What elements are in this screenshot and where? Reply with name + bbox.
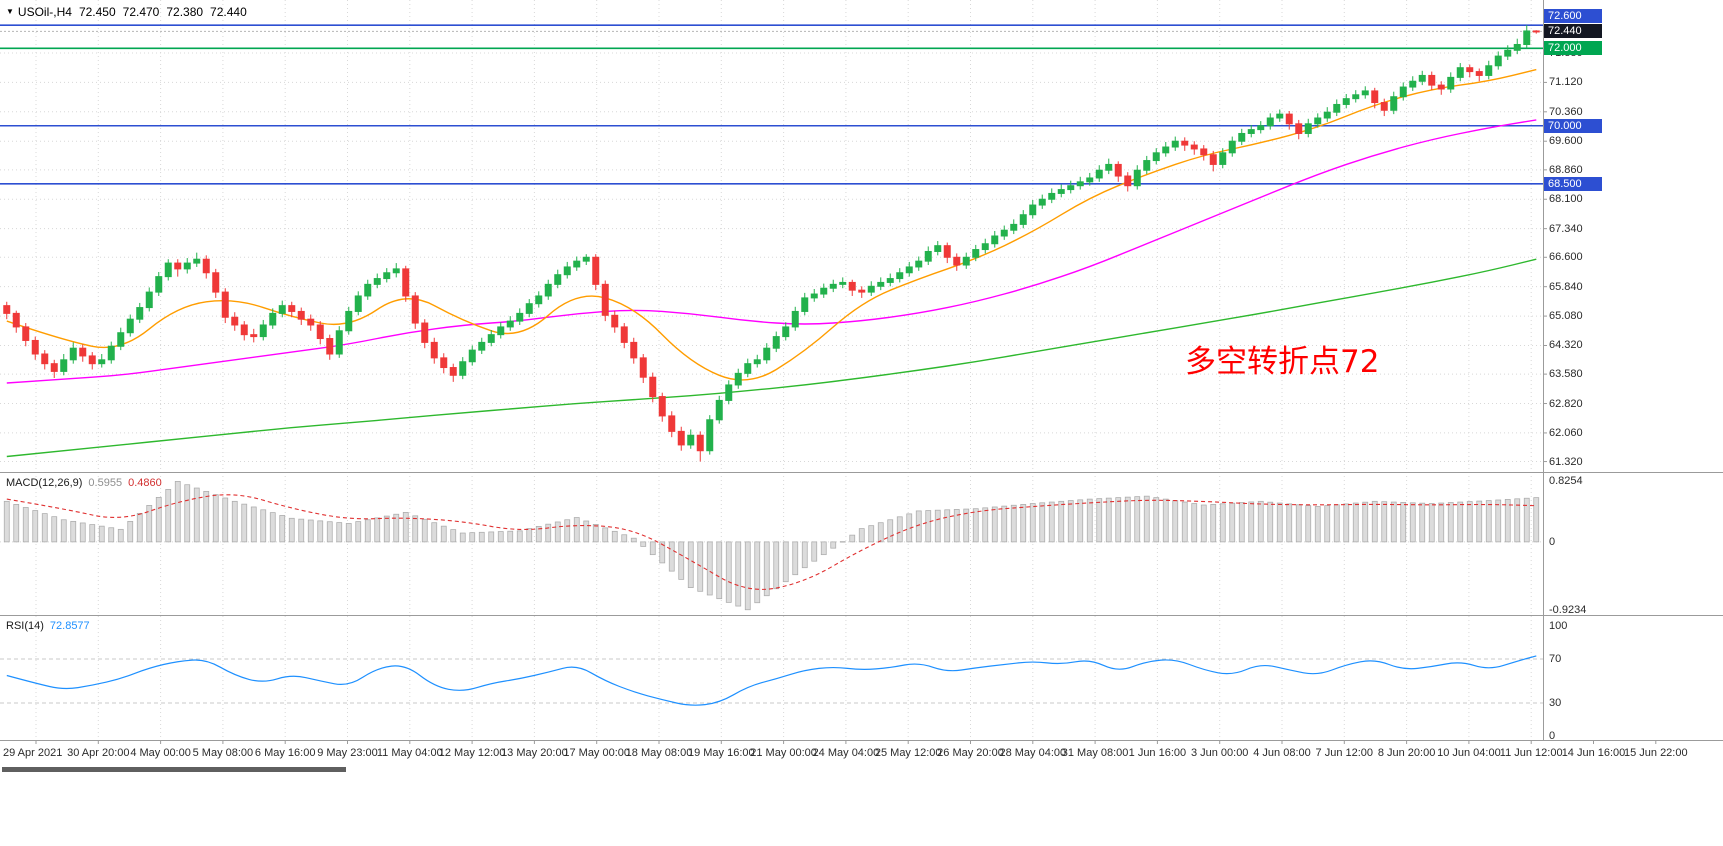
time-axis-label: 11 May 04:00: [376, 747, 443, 759]
quote-high: 72.470: [122, 5, 160, 19]
time-axis-label: 29 Apr 2021: [3, 747, 63, 759]
time-axis-label: 8 Jun 20:00: [1377, 747, 1436, 759]
time-axis-label: 10 Jun 04:00: [1437, 747, 1501, 759]
horizontal-scrollbar-thumb[interactable]: [2, 767, 346, 772]
time-axis-label: 18 May 08:00: [625, 747, 693, 759]
macd-axis-label: 0.8254: [1549, 475, 1583, 487]
time-axis-label: 3 Jun 00:00: [1190, 747, 1249, 759]
price-badge-68.500: 68.500: [1544, 176, 1602, 191]
symbol-dropdown-icon[interactable]: ▼: [6, 7, 14, 16]
time-axis-label: 17 May 00:00: [563, 747, 631, 759]
price-axis-label: 70.360: [1549, 105, 1583, 118]
price-axis-label: 63.580: [1549, 368, 1583, 381]
price-axis-label: 64.320: [1549, 339, 1583, 352]
macd-histogram: [3, 481, 1540, 611]
grid-lines: [0, 0, 1543, 740]
time-axis-label: 6 May 16:00: [254, 747, 316, 759]
symbol-period-label: USOil-,H4: [17, 5, 72, 19]
rsi-name: RSI(14): [6, 620, 44, 632]
time-axis-label: 19 May 16:00: [687, 747, 755, 759]
price-axis-label: 67.340: [1549, 222, 1583, 235]
time-axis-label: 25 May 12:00: [874, 747, 942, 759]
quote-open: 72.450: [78, 5, 116, 19]
macd-signal-value: 0.4860: [128, 477, 162, 489]
time-axis-label: 4 Jun 08:00: [1253, 747, 1311, 759]
macd-name: MACD(12,26,9): [6, 477, 83, 489]
time-axis-label: 7 Jun 12:00: [1315, 747, 1374, 759]
rsi-line: [6, 655, 1537, 706]
rsi-axis-label: 70: [1549, 653, 1562, 665]
time-axis-label: 30 Apr 20:00: [67, 747, 130, 759]
rsi-axis-label: 30: [1549, 697, 1562, 709]
time-axis-label: 15 Jun 22:00: [1623, 747, 1688, 759]
macd-main-value: 0.5955: [88, 477, 123, 489]
time-axis-label: 31 May 08:00: [1061, 747, 1129, 759]
quote-close: 72.440: [210, 5, 247, 19]
time-axis-label: 24 May 04:00: [812, 747, 880, 759]
time-axis-label: 12 May 12:00: [438, 747, 506, 759]
price-badge-72.440: 72.440: [1544, 24, 1602, 38]
macd-axis-label: -0.9234: [1549, 604, 1587, 616]
price-axis-label: 62.820: [1549, 397, 1583, 410]
time-axis-label: 14 Jun 16:00: [1561, 747, 1626, 759]
time-axis-label: 26 May 20:00: [937, 747, 1004, 759]
price-axis-label: 69.600: [1549, 135, 1583, 148]
ma-mid-line: [6, 119, 1537, 384]
price-axis-label: 65.080: [1549, 310, 1583, 323]
rsi-axis-label: 0: [1549, 730, 1556, 742]
time-axis-label: 11 Jun 12:00: [1499, 747, 1563, 759]
price-badge-70.000: 70.000: [1544, 118, 1602, 133]
price-badge-72.000: 72.000: [1544, 41, 1602, 56]
time-axis-label: 28 May 04:00: [999, 747, 1067, 759]
time-axis-label: 21 May 00:00: [750, 747, 817, 759]
candles-layer: [3, 25, 1540, 462]
rsi-value: 72.8577: [49, 620, 90, 632]
time-axis-label: 9 May 23:00: [317, 747, 378, 759]
rsi-indicator-label: RSI(14) 72.8577: [6, 620, 90, 632]
time-axis-label: 5 May 08:00: [192, 747, 254, 759]
price-axis-label: 61.320: [1549, 455, 1583, 468]
chart-text-annotation[interactable]: 多空转折点72: [1185, 344, 1380, 380]
macd-signal-line: [6, 494, 1537, 590]
horizontal-level-lines: [0, 24, 1543, 185]
price-axis-label: 65.840: [1549, 280, 1583, 293]
price-axis-label: 71.120: [1549, 76, 1583, 89]
price-axis-label: 68.860: [1549, 163, 1583, 176]
chart-title: ▼ USOil-,H4 72.450 72.470 72.380 72.440: [6, 5, 247, 19]
macd-indicator-label: MACD(12,26,9) 0.5955 0.4860: [6, 477, 162, 489]
rsi-axis-label: 100: [1549, 620, 1568, 632]
price-axis-label: 66.600: [1549, 251, 1583, 264]
quote-low: 72.380: [166, 5, 204, 19]
ma-slow-line: [6, 258, 1537, 458]
time-axis-label: 13 May 20:00: [501, 747, 568, 759]
panel-frame: [0, 0, 1723, 744]
time-axis-label: 4 May 00:00: [130, 747, 191, 759]
time-axis-label: 1 Jun 16:00: [1128, 747, 1187, 759]
macd-axis-label: 0: [1549, 535, 1556, 548]
price-badge-72.600: 72.600: [1544, 9, 1602, 23]
price-axis-label: 68.100: [1549, 193, 1583, 206]
price-axis-label: 62.060: [1549, 426, 1583, 439]
